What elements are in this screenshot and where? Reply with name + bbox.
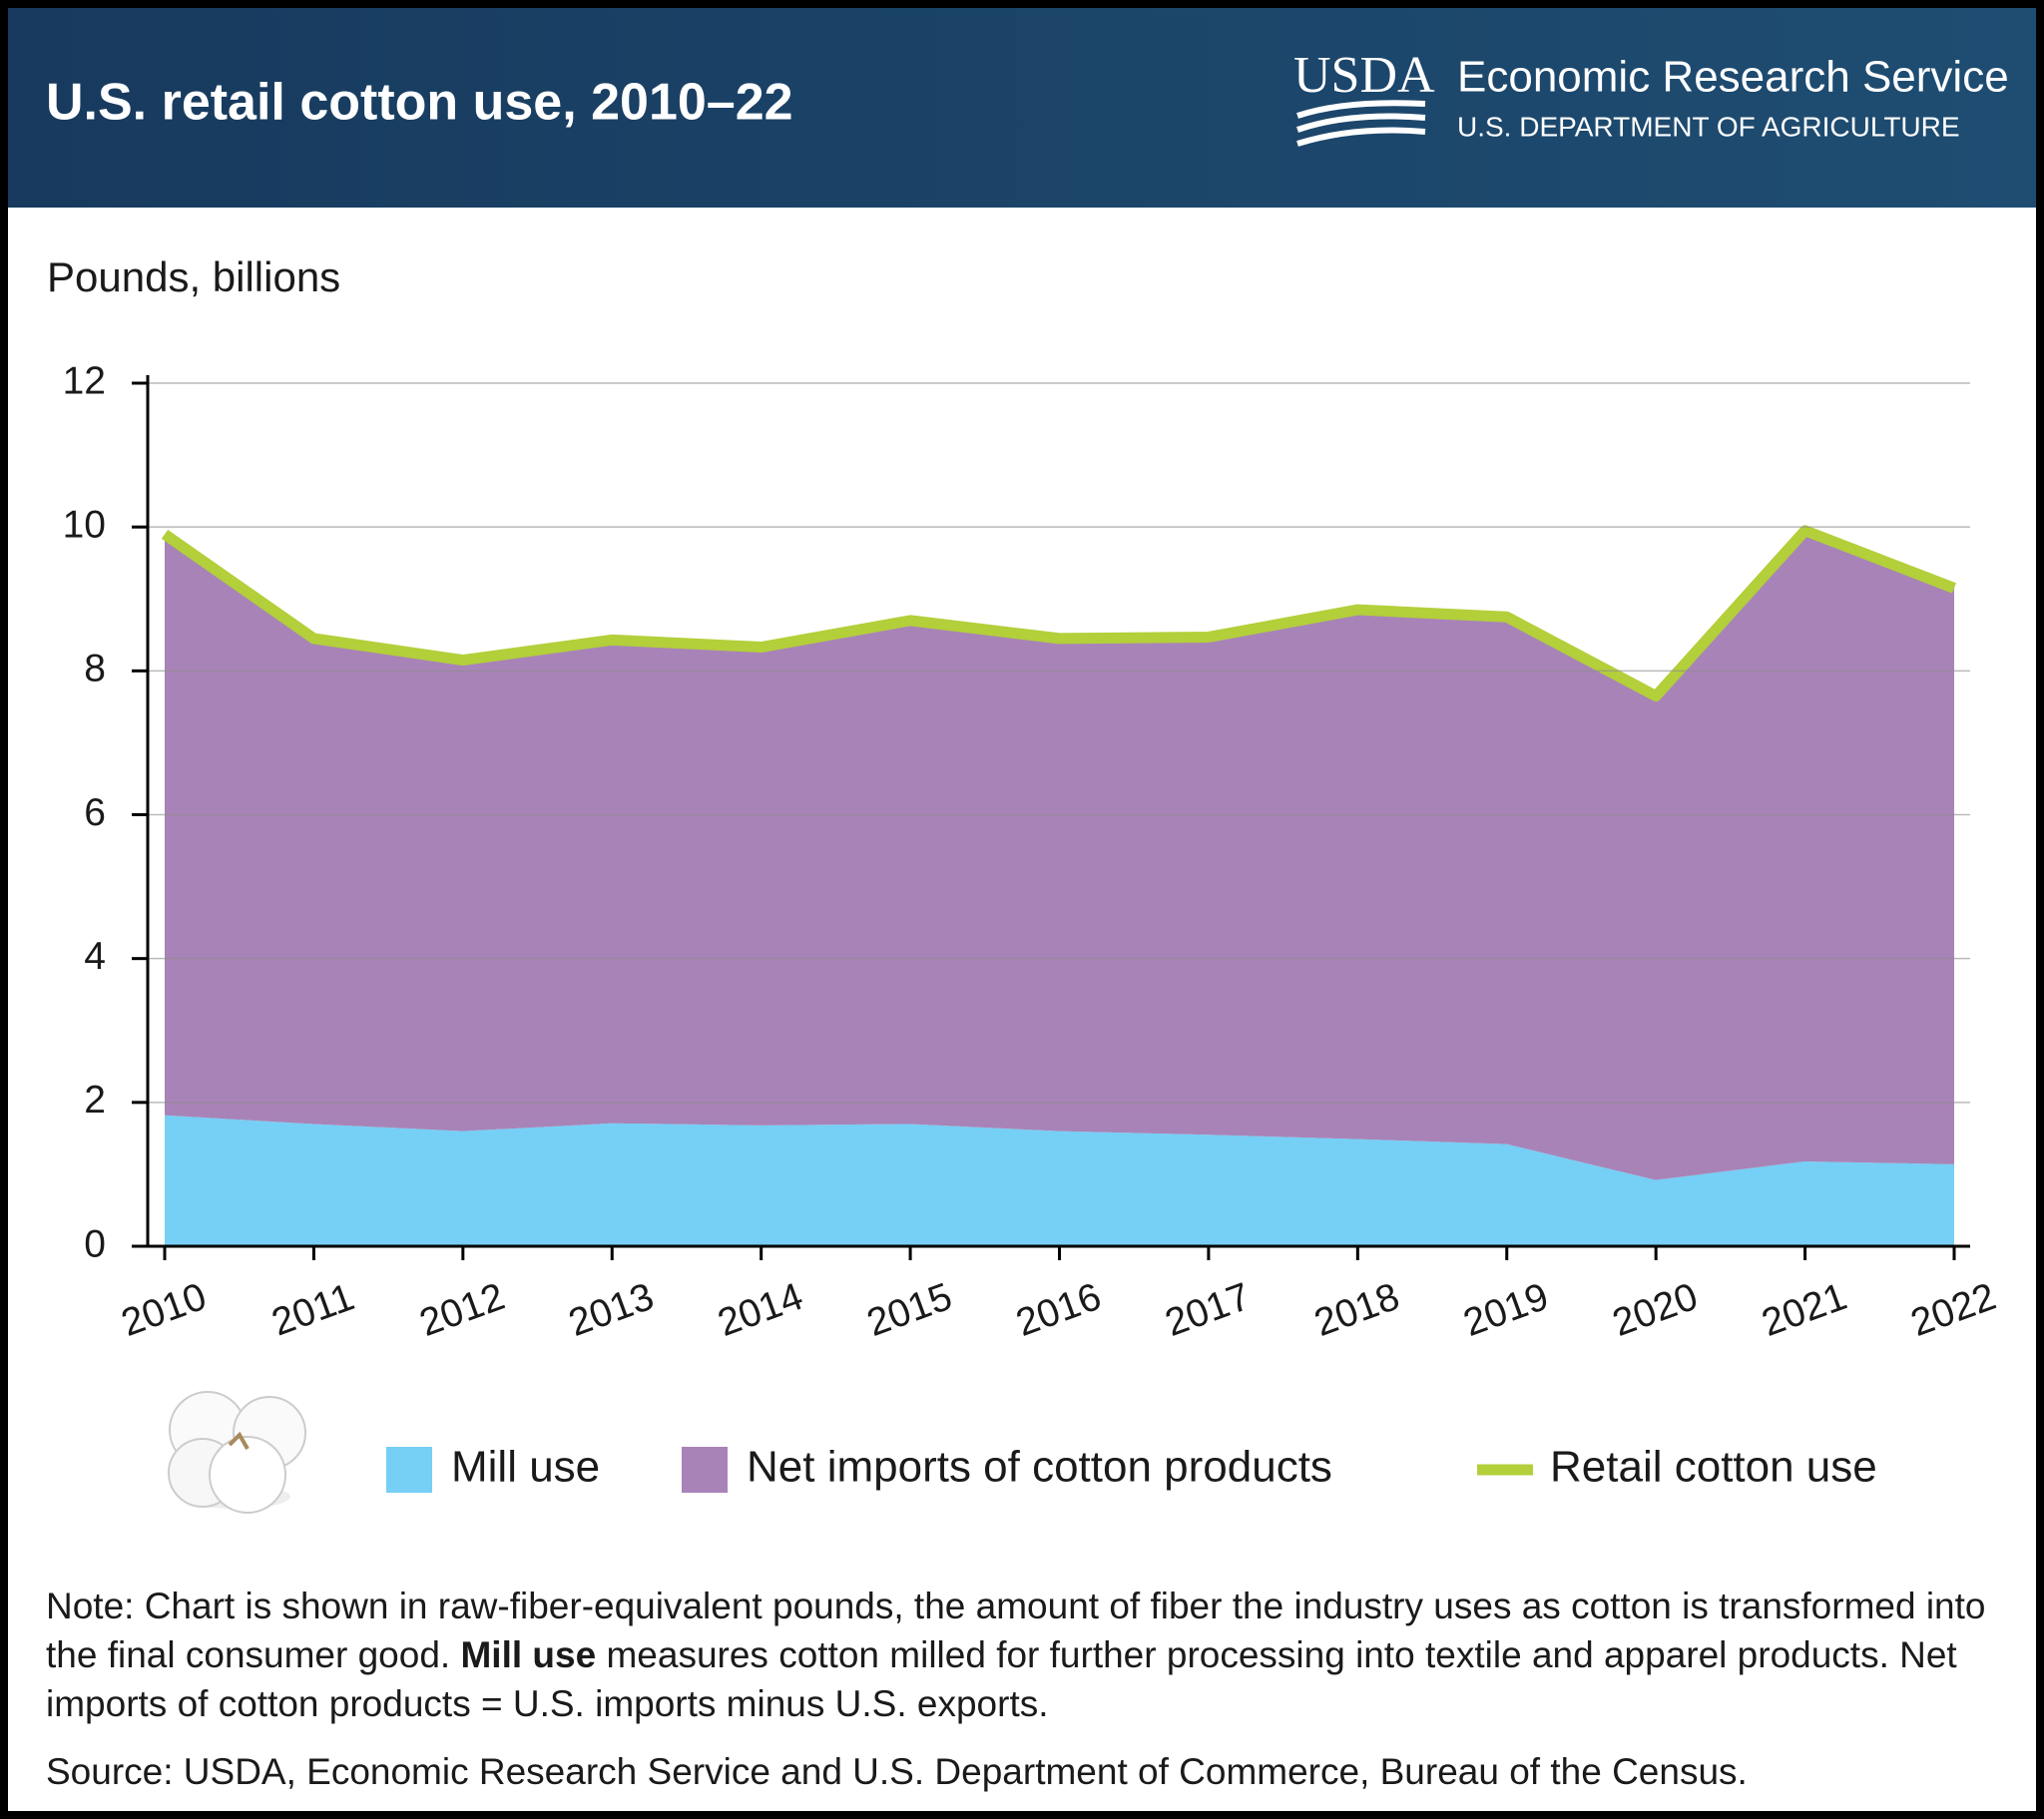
y-tick-label: 10 bbox=[63, 503, 106, 546]
y-tick-label: 4 bbox=[84, 935, 106, 978]
y-tick-label: 2 bbox=[84, 1079, 106, 1122]
x-tick-label: 2012 bbox=[414, 1275, 510, 1345]
source: Source: USDA, Economic Research Service … bbox=[46, 1751, 1748, 1792]
note: Note: Chart is shown in raw-fiber-equiva… bbox=[46, 1582, 2022, 1728]
y-tick-label: 6 bbox=[84, 791, 106, 834]
line bbox=[161, 525, 1956, 702]
legend-swatch bbox=[386, 1447, 432, 1493]
y-tick-label: 8 bbox=[84, 648, 106, 690]
legend-label: Retail cotton use bbox=[1550, 1443, 1877, 1492]
x-tick-label: 2017 bbox=[1160, 1275, 1256, 1345]
dept-name: U.S. DEPARTMENT OF AGRICULTURE bbox=[1457, 111, 1960, 142]
x-tick-label: 2013 bbox=[563, 1275, 659, 1345]
area bbox=[165, 1115, 1954, 1246]
x-tick-label: 2020 bbox=[1607, 1275, 1703, 1345]
logo-waves bbox=[1296, 100, 1426, 147]
header-bar bbox=[8, 8, 2036, 208]
y-tick-label: 12 bbox=[63, 359, 106, 402]
note-text: measures cotton milled for further proce… bbox=[46, 1634, 1957, 1724]
x-tick-label: 2014 bbox=[713, 1275, 808, 1345]
x-tick-label: 2011 bbox=[266, 1275, 360, 1344]
cotton-icon bbox=[168, 1391, 306, 1514]
x-tick-label: 2022 bbox=[1905, 1275, 2001, 1345]
x-tick-label: 2016 bbox=[1011, 1275, 1107, 1345]
x-tick-label: 2018 bbox=[1308, 1275, 1404, 1345]
legend-label: Net imports of cotton products bbox=[747, 1443, 1332, 1492]
x-tick-label: 2021 bbox=[1757, 1275, 1852, 1345]
area bbox=[165, 530, 1954, 1180]
y-tick-label: 0 bbox=[84, 1222, 106, 1265]
note-bold: Mill use bbox=[460, 1634, 597, 1675]
x-tick-label: 2019 bbox=[1458, 1275, 1554, 1345]
legend-label: Mill use bbox=[451, 1443, 600, 1492]
x-tick-label: 2015 bbox=[861, 1275, 957, 1345]
org-name: Economic Research Service bbox=[1457, 53, 2009, 102]
x-tick-label: 2010 bbox=[116, 1275, 212, 1345]
chart: U.S. retail cotton use, 2010–22 USDA Eco… bbox=[8, 8, 2036, 1514]
title: U.S. retail cotton use, 2010–22 bbox=[46, 74, 793, 132]
note-text: Note: Chart is shown in raw-fiber-equiva… bbox=[46, 1586, 1986, 1675]
legend-swatch bbox=[682, 1447, 728, 1493]
y-axis-label: Pounds, billions bbox=[47, 253, 340, 300]
logo: USDA bbox=[1293, 47, 1435, 104]
